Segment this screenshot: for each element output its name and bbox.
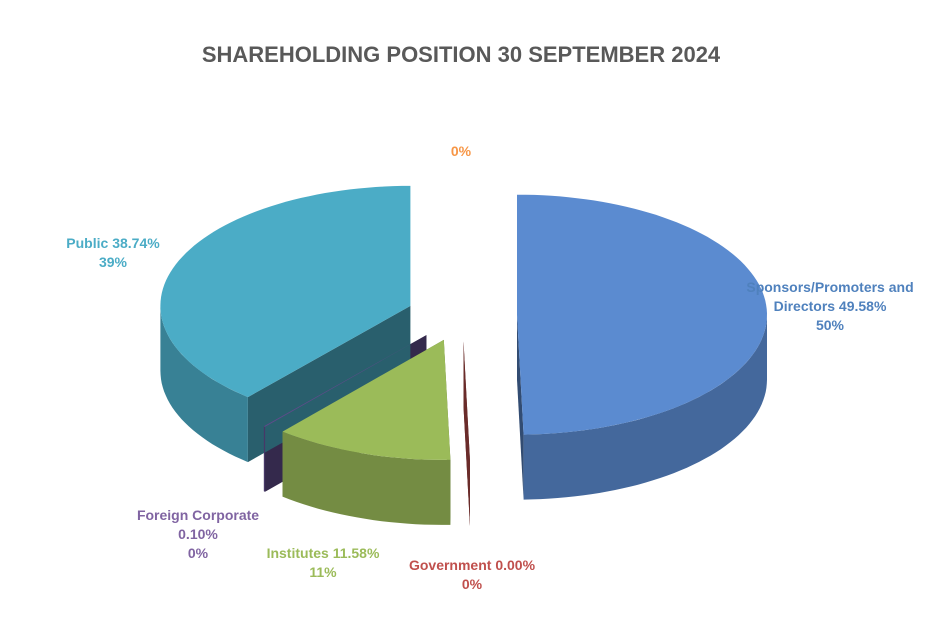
slice	[160, 185, 411, 398]
data-label: Sponsors/Promoters and Directors 49.58% 5…	[745, 278, 915, 335]
category-label: Government 0.00%	[408, 557, 536, 573]
data-label: Government 0.00% 0%	[382, 556, 562, 594]
slice-side	[463, 341, 470, 527]
value-label: 11%	[309, 564, 337, 580]
slice	[263, 335, 427, 427]
value-label: 39%	[98, 254, 128, 270]
slice-side	[517, 314, 524, 500]
value-label: 0%	[461, 576, 483, 592]
slice-wall	[160, 305, 248, 463]
category-label: Institutes 11.58%	[266, 545, 380, 561]
data-label: Foreign Corporate 0.10% 0%	[123, 506, 273, 563]
slice-wall	[282, 431, 451, 525]
category-label: Sponsors/Promoters and Directors 49.58%	[746, 279, 914, 314]
value-label: 50%	[815, 317, 845, 333]
data-label: Institutes 11.58% 11%	[243, 544, 403, 582]
value-label: 0%	[450, 143, 472, 159]
slice-side	[247, 305, 411, 463]
data-label: 0%	[421, 142, 501, 161]
slice	[463, 341, 470, 462]
slice-wall	[523, 314, 767, 500]
slice-wall	[263, 426, 266, 492]
data-label: Public 38.74% 39%	[38, 234, 188, 272]
slice	[517, 194, 767, 435]
chart-title: SHAREHOLDING POSITION 30 SEPTEMBER 2024	[201, 42, 721, 67]
category-label: Public 38.74%	[66, 235, 160, 251]
category-label: Foreign Corporate 0.10%	[136, 507, 260, 542]
slice	[282, 339, 451, 460]
value-label: 0%	[187, 545, 209, 561]
